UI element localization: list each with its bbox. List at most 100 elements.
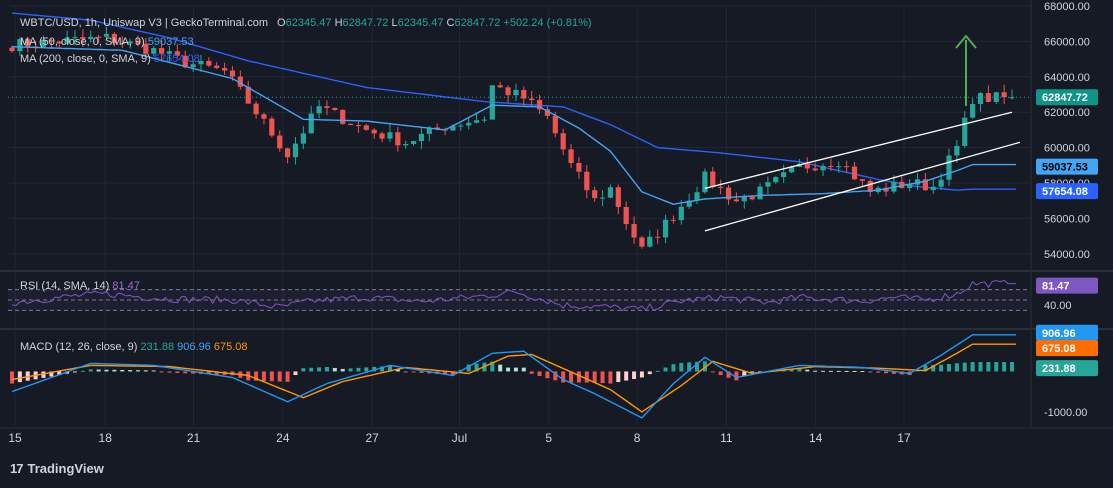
macd-histogram-bar (726, 371, 731, 378)
candle-body (450, 125, 456, 131)
candle-body (458, 125, 464, 127)
candle-body (631, 224, 637, 238)
ma200-legend[interactable]: MA (200, close, 0, SMA, 9) 57654.08 (20, 53, 200, 65)
candle-body (970, 103, 976, 118)
candle-body (686, 200, 692, 207)
macd-value-tag-bg (1036, 324, 1098, 341)
change-value: +502.24 (+0.81%) (503, 17, 592, 29)
macd-histogram-bar (506, 367, 511, 372)
candle-body (977, 93, 984, 104)
candle-body (812, 168, 818, 171)
candle-body (277, 135, 283, 149)
candle-body (198, 60, 204, 65)
close-value: 62847.72 (454, 17, 501, 29)
candle-body (221, 67, 228, 71)
candle-body (544, 109, 551, 116)
ma50-price-tag-bg (1036, 158, 1098, 175)
macd-histogram-bar (112, 369, 117, 372)
time-tick-label: 18 (99, 431, 113, 445)
macd-histogram-bar (647, 371, 652, 375)
macd-histogram-bar (545, 371, 550, 379)
candle-body (1001, 92, 1007, 98)
macd-histogram-bar (498, 364, 503, 372)
macd-histogram-bar (616, 371, 621, 383)
grid (0, 0, 1113, 429)
macd-histogram-bar (600, 371, 605, 384)
macd-histogram-bar (356, 367, 361, 372)
macd-histogram-bar (380, 366, 385, 372)
candle-body (489, 85, 495, 120)
ma200-value: 57654.08 (153, 53, 200, 65)
candle-body (363, 125, 369, 130)
candle-body (88, 36, 94, 40)
tradingview-watermark[interactable]: 17 TradingView (10, 461, 104, 476)
candle-body (859, 179, 865, 181)
candle-body (111, 33, 117, 44)
candle-body (410, 141, 417, 144)
candle-body (355, 125, 362, 127)
candle-body (347, 123, 354, 126)
macd-histogram-bar (17, 371, 22, 383)
macd-histogram-bar (214, 371, 219, 375)
macd-histogram-bar (309, 367, 314, 372)
ma200-price-tag: 57654.08 (1042, 186, 1088, 198)
macd-histogram-bar (734, 371, 739, 381)
candle-body (119, 43, 125, 45)
macd-histogram-bar (151, 370, 156, 372)
ma50-path (11, 46, 1016, 206)
candle-body (694, 192, 700, 201)
macd-value-tag: 906.96 (1042, 328, 1076, 340)
candle-body (300, 133, 306, 144)
macd-histogram-bar (860, 371, 865, 373)
time-tick-label: 15 (8, 431, 22, 445)
time-tick-label: 14 (809, 431, 823, 445)
candle-body (143, 43, 149, 54)
candle-body (379, 133, 385, 139)
candle-body (403, 143, 409, 146)
macd-histogram-bar (789, 369, 794, 372)
candle-body (229, 70, 236, 77)
candle-body (844, 166, 850, 168)
rising-channel (704, 111, 1021, 232)
candle-body (757, 186, 763, 200)
last-price-tag-bg (1036, 89, 1098, 106)
candle-body (883, 187, 889, 192)
ma50-legend[interactable]: MA (50, close, 0, SMA, 9) 59037.53 (20, 36, 194, 48)
high-value: 62847.72 (342, 17, 389, 29)
macd-line (11, 334, 1016, 419)
macd-histogram-bar (797, 368, 802, 372)
time-tick-label: 11 (720, 431, 733, 445)
candle-body (182, 55, 188, 68)
macd-histogram-bar (868, 371, 873, 373)
macd-histogram-bar (466, 364, 471, 372)
price-tags: 62847.72 59037.53 57654.08 81.47 906.96 675.0… (1036, 89, 1098, 377)
macd-histogram-bar (395, 368, 400, 372)
macd-histogram-bar (419, 371, 424, 373)
macd-histogram-bar (702, 361, 707, 372)
macd-histogram-bar (954, 363, 959, 372)
macd-histogram-bar (183, 371, 188, 374)
macd-histogram-bar (584, 371, 589, 383)
candle-body (206, 60, 212, 66)
candle-body (466, 122, 472, 126)
rsi-legend[interactable]: RSI (14, SMA, 14) 81.47 (20, 280, 140, 292)
candle-body (710, 171, 716, 187)
time-tick-label: 21 (187, 431, 201, 445)
time-tick-label: Jul (452, 431, 467, 445)
macd-histogram-bar (57, 371, 62, 376)
macd-histogram-bar (167, 371, 172, 373)
candle-body (576, 162, 582, 172)
candle-body (607, 187, 614, 198)
macd-histogram-bar (490, 361, 495, 372)
macd-histogram-bar (277, 371, 282, 382)
rsi-tick-label: 40.00 (1044, 300, 1072, 312)
macd-histogram-bar (175, 371, 180, 373)
macd-legend[interactable]: MACD (12, 26, close, 9) 231.88 906.96 67… (20, 341, 248, 353)
candle-body (340, 109, 346, 124)
macd-histogram-bar (285, 371, 290, 382)
candle-body (237, 76, 243, 87)
macd-histogram-bar (191, 371, 196, 374)
candle-body (678, 206, 684, 221)
price-tick-label: 64000.00 (1044, 72, 1090, 84)
